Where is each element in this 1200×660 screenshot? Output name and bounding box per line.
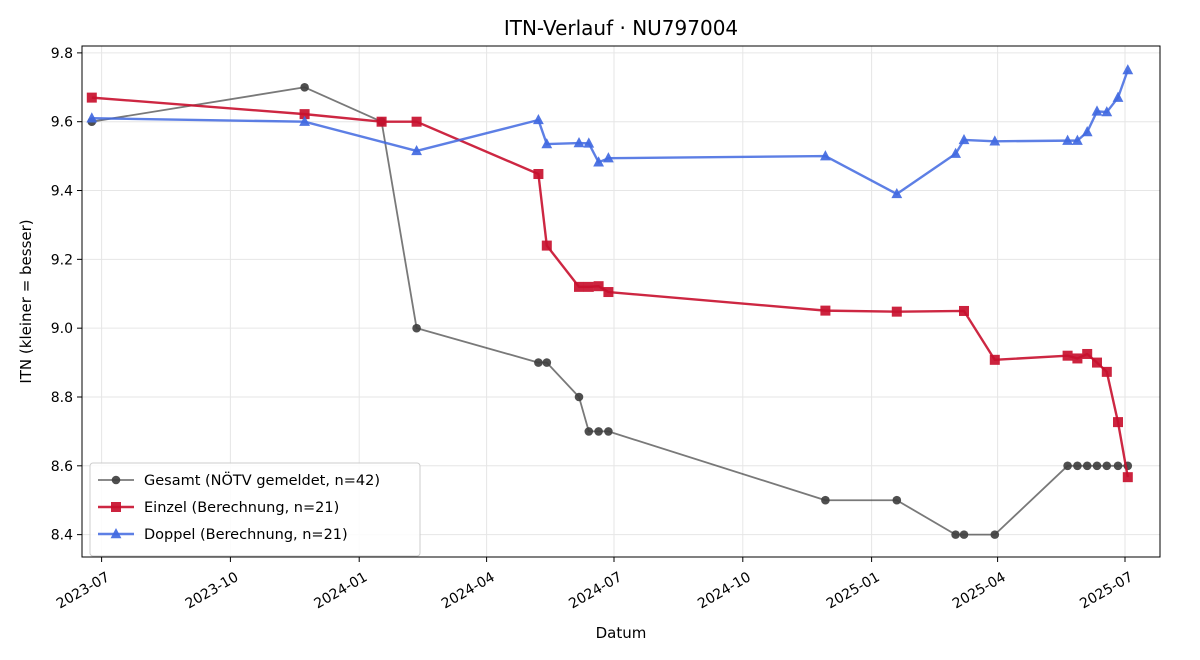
data-point-square	[1092, 357, 1102, 368]
data-point-circle	[1073, 461, 1082, 471]
data-point-square	[820, 305, 831, 316]
data-point-circle	[951, 530, 960, 539]
legend-item: Gesamt (NÖTV gemeldet, n=42)	[98, 471, 380, 489]
data-point-circle	[534, 358, 543, 367]
data-point-triangle	[573, 137, 585, 148]
data-point-square	[593, 281, 604, 292]
y-tick-label: 8.8	[51, 390, 73, 406]
data-point-triangle	[1101, 106, 1113, 117]
y-tick-label: 9.2	[51, 252, 73, 268]
data-point-circle	[1102, 461, 1112, 471]
data-point-square	[376, 116, 387, 127]
y-tick-label: 9.8	[51, 46, 73, 62]
data-point-triangle	[950, 147, 961, 158]
data-point-square	[541, 240, 552, 251]
legend-label: Doppel (Berechnung, n=21)	[144, 527, 348, 543]
data-point-circle	[300, 82, 309, 92]
legend-marker	[111, 502, 121, 512]
data-point-triangle	[820, 150, 831, 161]
data-point-square	[1113, 417, 1123, 428]
data-point-circle	[542, 358, 552, 367]
data-point-square	[1062, 350, 1073, 361]
data-point-square	[574, 281, 584, 292]
series-1	[86, 92, 1133, 483]
data-point-square	[86, 92, 97, 103]
series-2	[86, 64, 1134, 199]
data-point-triangle	[989, 135, 1001, 146]
data-point-triangle	[583, 137, 595, 148]
data-point-triangle	[1062, 134, 1073, 145]
data-point-square	[411, 116, 422, 127]
data-point-triangle	[86, 112, 98, 123]
data-point-square	[1072, 353, 1083, 364]
data-point-square	[989, 354, 1000, 365]
data-point-circle	[1082, 461, 1092, 471]
data-point-triangle	[1072, 134, 1083, 145]
data-point-triangle	[593, 156, 604, 167]
data-point-circle	[412, 323, 421, 333]
data-point-square	[583, 281, 594, 292]
grid	[82, 46, 1160, 557]
data-point-triangle	[958, 133, 970, 145]
data-point-circle	[990, 530, 1000, 539]
data-point-circle	[1063, 461, 1072, 471]
data-point-triangle	[1091, 105, 1103, 116]
data-point-square	[1101, 366, 1112, 377]
data-point-square	[1122, 472, 1133, 483]
data-point-circle	[574, 392, 584, 402]
data-point-triangle	[1122, 64, 1134, 75]
y-axis-title: ITN (kleiner = besser)	[17, 219, 35, 383]
data-point-circle	[1113, 461, 1123, 471]
data-point-triangle	[299, 115, 310, 126]
x-axis-title: Datum	[596, 624, 647, 642]
legend-label: Gesamt (NÖTV gemeldet, n=42)	[144, 471, 380, 489]
data-point-square	[1082, 348, 1093, 359]
data-point-circle	[892, 495, 902, 505]
y-tick-label: 8.4	[51, 528, 73, 544]
data-point-triangle	[603, 152, 614, 163]
data-point-circle	[594, 427, 603, 436]
data-point-circle	[959, 530, 969, 539]
data-point-triangle	[1081, 126, 1093, 137]
plot-frame	[81, 45, 1161, 558]
y-tick-label: 8.6	[51, 459, 73, 475]
data-point-triangle	[891, 187, 903, 199]
y-tick-label: 9.6	[51, 115, 73, 131]
data-point-triangle	[533, 113, 544, 125]
legend-item: Doppel (Berechnung, n=21)	[98, 527, 348, 543]
data-point-square	[299, 109, 310, 120]
y-tick-label: 9.4	[51, 184, 73, 200]
legend-item: Einzel (Berechnung, n=21)	[98, 500, 339, 516]
data-point-circle	[821, 495, 830, 505]
data-point-circle	[584, 427, 594, 436]
data-point-circle	[604, 427, 613, 436]
legend: Gesamt (NÖTV gemeldet, n=42) Einzel (Bere…	[89, 462, 421, 557]
legend-marker	[111, 475, 121, 485]
data-point-triangle	[411, 144, 422, 156]
data-point-square	[891, 306, 902, 317]
data-point-square	[603, 287, 614, 298]
data-point-triangle	[541, 138, 553, 149]
legend-box	[89, 462, 421, 557]
y-tick-label: 9.0	[51, 321, 73, 337]
chart-title: ITN-Verlauf · NU797004	[504, 16, 738, 40]
series-line	[91, 86, 1128, 536]
data-point-triangle	[1112, 91, 1124, 102]
legend-label: Einzel (Berechnung, n=21)	[144, 500, 339, 516]
series-group	[86, 64, 1134, 539]
data-point-circle	[1092, 461, 1102, 471]
data-point-square	[959, 305, 969, 316]
legend-marker	[110, 528, 122, 539]
data-point-square	[533, 169, 544, 180]
